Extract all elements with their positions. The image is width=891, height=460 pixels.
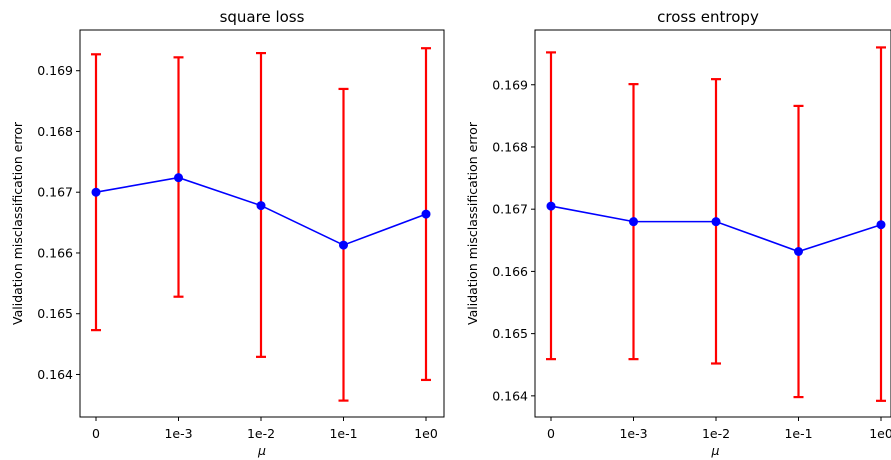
data-point bbox=[876, 220, 886, 230]
data-point bbox=[794, 246, 803, 256]
x-tick-label: 0 bbox=[547, 426, 555, 441]
data-point bbox=[546, 201, 556, 211]
data-point bbox=[256, 201, 266, 211]
y-axis-label: Validation misclassification error bbox=[10, 121, 25, 325]
data-point bbox=[339, 240, 348, 250]
y-tick-label: 0.165 bbox=[37, 306, 73, 321]
plot-frame bbox=[79, 29, 445, 418]
chart-title: square loss bbox=[220, 8, 305, 26]
data-point bbox=[629, 217, 638, 227]
y-tick-label: 0.164 bbox=[37, 367, 73, 382]
x-axis-label: μ bbox=[257, 443, 266, 458]
y-tick-label: 0.164 bbox=[492, 388, 528, 403]
y-tick-label: 0.169 bbox=[37, 63, 73, 78]
x-tick-label: 1e-2 bbox=[702, 426, 730, 441]
y-tick-label: 0.168 bbox=[37, 124, 73, 139]
chart-title: cross entropy bbox=[657, 8, 759, 26]
y-axis-label: Validation misclassification error bbox=[465, 121, 480, 325]
x-tick-label: 1e-1 bbox=[784, 426, 812, 441]
data-point bbox=[174, 173, 183, 183]
data-point bbox=[421, 209, 431, 219]
y-tick-label: 0.167 bbox=[492, 202, 528, 217]
x-tick-label: 1e-3 bbox=[164, 426, 192, 441]
y-tick-label: 0.166 bbox=[492, 264, 528, 279]
y-tick-label: 0.165 bbox=[492, 326, 528, 341]
chart-square-loss: square loss 0.164 0.165 0.166 0.167 0.168 0.16… bbox=[10, 8, 445, 458]
y-tick-label: 0.166 bbox=[37, 245, 73, 260]
x-tick-label: 1e0 bbox=[414, 426, 438, 441]
x-tick-label: 1e0 bbox=[869, 426, 891, 441]
chart-cross-entropy: cross entropy 0.164 0.165 0.166 0.167 0.168 0.… bbox=[465, 8, 891, 458]
plot-frame bbox=[534, 29, 891, 418]
x-tick-label: 0 bbox=[92, 426, 100, 441]
x-tick-label: 1e-3 bbox=[619, 426, 647, 441]
y-tick-label: 0.167 bbox=[37, 185, 73, 200]
data-point bbox=[91, 187, 101, 197]
y-tick-label: 0.168 bbox=[492, 139, 528, 154]
x-axis-label: μ bbox=[711, 443, 720, 458]
data-point bbox=[711, 217, 721, 227]
x-tick-label: 1e-1 bbox=[329, 426, 357, 441]
x-tick-label: 1e-2 bbox=[247, 426, 275, 441]
y-tick-label: 0.169 bbox=[492, 77, 528, 92]
